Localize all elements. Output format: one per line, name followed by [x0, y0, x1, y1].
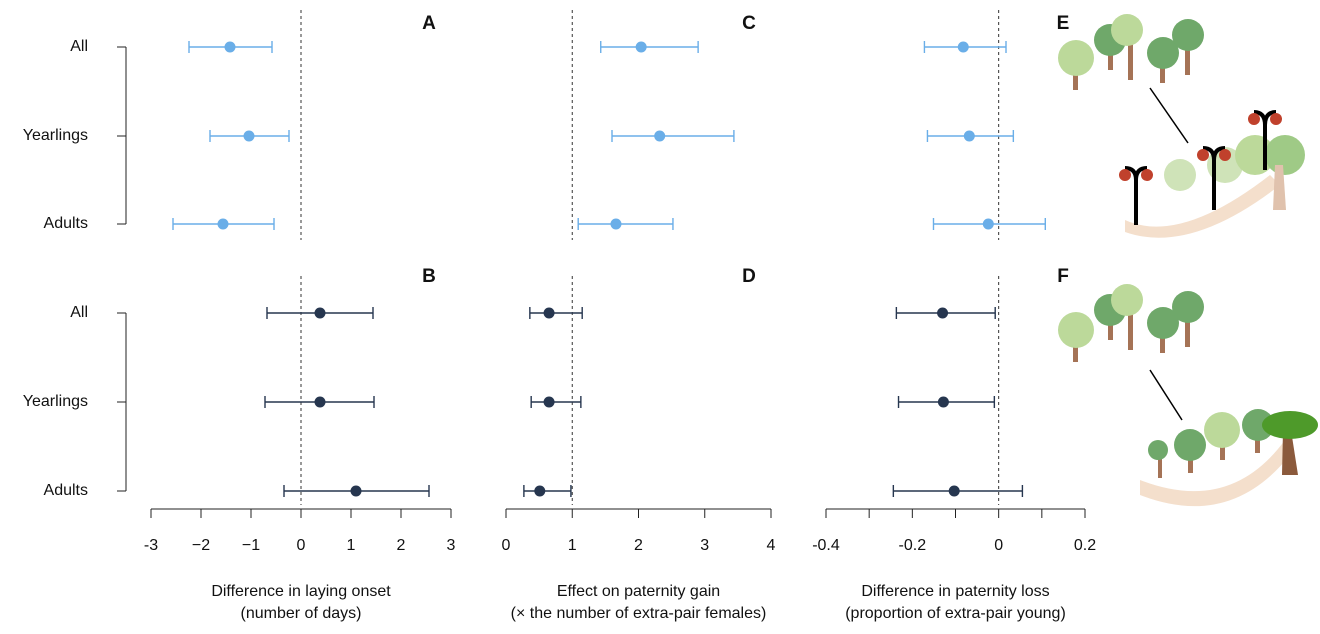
x-axis-label: (proportion of extra-pair young) — [845, 605, 1066, 622]
x-tick-label: −2 — [192, 537, 210, 554]
point — [948, 485, 960, 497]
point — [963, 130, 975, 142]
point — [610, 218, 622, 230]
row-label: Adults — [44, 482, 88, 499]
x-axis-label: (number of days) — [241, 605, 362, 622]
x-tick-label: 0.2 — [1074, 537, 1096, 554]
x-tick-label: -0.2 — [899, 537, 927, 554]
panel-letter: A — [422, 13, 436, 34]
panel-letter: E — [1057, 13, 1070, 34]
row-label: All — [70, 38, 88, 55]
point — [217, 218, 229, 230]
x-tick-label: 3 — [700, 537, 709, 554]
point — [224, 41, 236, 53]
panel-letter: F — [1057, 266, 1069, 287]
x-axis-label: (× the number of extra-pair females) — [511, 605, 767, 622]
row-label: Yearlings — [23, 393, 88, 410]
illustration-e — [1058, 14, 1305, 238]
point — [314, 396, 326, 408]
point — [654, 130, 666, 142]
x-tick-label: 1 — [347, 537, 356, 554]
x-axis-label: Difference in laying onset — [211, 583, 391, 600]
x-tick-label: 0 — [994, 537, 1003, 554]
illustration-f — [1058, 284, 1318, 507]
x-tick-label: 3 — [447, 537, 456, 554]
panel-letter: D — [742, 266, 756, 287]
point — [635, 41, 647, 53]
point — [350, 485, 362, 497]
x-axis-label: Effect on paternity gain — [557, 583, 720, 600]
row-label: Adults — [44, 215, 88, 232]
x-tick-label: 1 — [568, 537, 577, 554]
x-tick-label: 2 — [634, 537, 643, 554]
point — [937, 307, 949, 319]
point — [957, 41, 969, 53]
point — [534, 485, 546, 497]
point — [982, 218, 994, 230]
x-tick-label: -0.4 — [812, 537, 840, 554]
x-tick-label: 0 — [502, 537, 511, 554]
row-label: Yearlings — [23, 127, 88, 144]
x-axis-label: Difference in paternity loss — [861, 583, 1049, 600]
x-tick-label: -3 — [144, 537, 158, 554]
x-tick-label: 4 — [767, 537, 776, 554]
row-label: All — [70, 304, 88, 321]
x-tick-label: 0 — [297, 537, 306, 554]
point — [543, 396, 555, 408]
x-tick-label: 2 — [397, 537, 406, 554]
point — [543, 307, 555, 319]
panel-letter: B — [422, 266, 436, 287]
x-tick-label: −1 — [242, 537, 260, 554]
point — [243, 130, 255, 142]
point — [314, 307, 326, 319]
panel-letter: C — [742, 13, 756, 34]
point — [937, 396, 949, 408]
